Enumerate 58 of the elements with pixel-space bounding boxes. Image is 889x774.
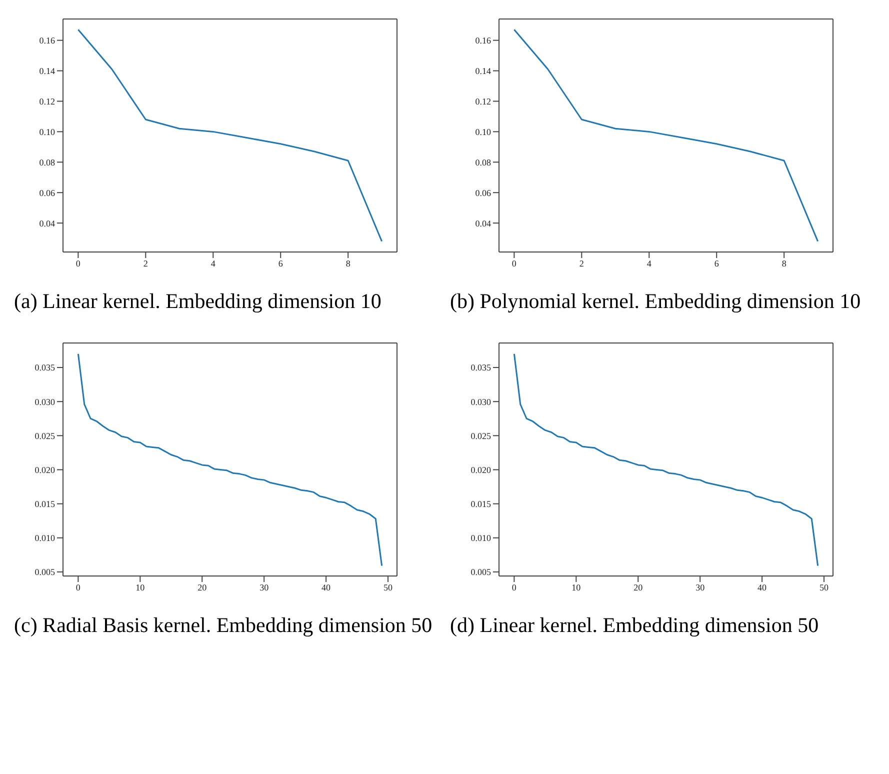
y-tick-label: 0.015 [470, 498, 492, 509]
x-tick-label: 6 [714, 258, 720, 268]
y-tick-label: 0.14 [475, 66, 492, 76]
text: (d) Linear kernel. Embedding dimension 50 [449, 612, 820, 638]
x-tick-label: 20 [198, 582, 208, 592]
y-tick-label: 0.010 [470, 533, 492, 544]
x-tick-label: 40 [322, 582, 332, 592]
y-tick-label: 0.12 [39, 96, 55, 106]
y-tick-label: 0.010 [34, 533, 56, 544]
x-tick-label: 50 [820, 582, 830, 592]
y-tick-label: 0.025 [470, 430, 492, 441]
x-tick-label: 0 [512, 258, 517, 268]
x-tick-label: 50 [384, 582, 394, 592]
y-tick-label: 0.035 [34, 362, 56, 373]
y-tick-label: 0.10 [475, 126, 492, 137]
line-series [77, 28, 383, 242]
y-tick-label: 0.08 [475, 157, 492, 168]
line-series [513, 28, 819, 242]
x-tick-label: 40 [758, 582, 768, 592]
x-tick-label: 0 [76, 582, 81, 592]
x-tick-label: 0 [512, 582, 517, 592]
y-tick-label: 0.020 [470, 464, 492, 475]
y-tick-label: 0.015 [34, 498, 56, 509]
y-tick-label: 0.030 [34, 396, 56, 407]
y-tick-label: 0.04 [39, 218, 56, 228]
line-series [513, 353, 819, 567]
text: (b) Polynomial kernel. Embedding dimension 10 [449, 288, 862, 314]
x-tick-label: 4 [210, 258, 216, 268]
x-tick-label: 0 [76, 258, 81, 268]
y-tick-label: 0.005 [34, 567, 56, 578]
x-tick-label: 10 [572, 582, 582, 592]
x-tick-label: 10 [136, 582, 146, 592]
y-tick-label: 0.12 [475, 96, 491, 106]
x-tick-label: 8 [346, 258, 351, 268]
y-tick-label: 0.06 [39, 188, 56, 198]
y-tick-label: 0.04 [475, 218, 492, 228]
x-tick-label: 2 [143, 258, 148, 268]
x-tick-label: 30 [696, 582, 706, 592]
y-tick-label: 0.14 [39, 66, 56, 76]
text: (a) Linear kernel. Embedding dimension 10 [13, 288, 382, 314]
y-tick-label: 0.035 [470, 362, 492, 373]
x-tick-label: 20 [634, 582, 644, 592]
x-tick-label: 8 [782, 258, 787, 268]
y-tick-label: 0.025 [34, 430, 56, 441]
y-tick-label: 0.06 [475, 188, 492, 198]
x-tick-label: 4 [646, 258, 652, 268]
y-tick-label: 0.10 [39, 126, 56, 137]
y-tick-label: 0.16 [39, 36, 56, 46]
x-tick-label: 30 [260, 582, 270, 592]
y-tick-label: 0.005 [470, 567, 492, 578]
line-series [77, 353, 383, 567]
y-tick-label: 0.020 [34, 464, 56, 475]
text: (c) Radial Basis kernel. Embedding dimension 50 [13, 612, 434, 638]
y-tick-label: 0.16 [475, 36, 492, 46]
y-tick-label: 0.08 [39, 157, 56, 168]
x-tick-label: 2 [579, 258, 584, 268]
x-tick-label: 6 [278, 258, 284, 268]
y-tick-label: 0.030 [470, 396, 492, 407]
